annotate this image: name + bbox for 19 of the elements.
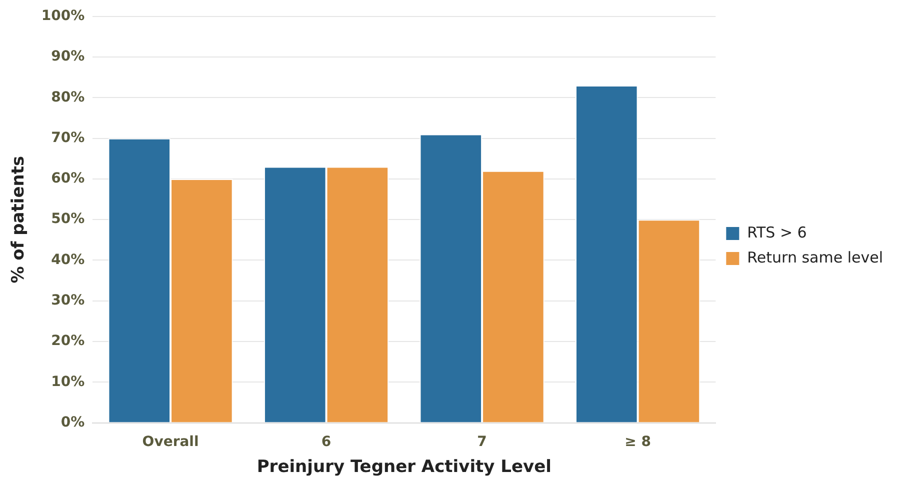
x-tick-label: 6 <box>321 434 332 450</box>
y-tick-label: 60% <box>51 170 85 187</box>
y-tick-label: 10% <box>51 374 85 390</box>
x-axis-title: Preinjury Tegner Activity Level <box>256 457 552 478</box>
y-tick-label: 0% <box>60 414 85 430</box>
y-axis-title: % of patients <box>8 156 29 284</box>
y-tick-label: 80% <box>51 89 85 106</box>
legend-label: RTS > 6 <box>747 223 807 242</box>
y-tick-label: 40% <box>51 252 85 268</box>
y-tick-label: 100% <box>41 8 85 24</box>
y-tick-label: 70% <box>51 130 85 146</box>
x-tick-label: 7 <box>477 434 487 450</box>
y-tick-label: 20% <box>51 333 85 350</box>
x-tick-label: ≥ 8 <box>624 434 651 450</box>
x-tick-label: Overall <box>142 434 199 450</box>
legend-label: Return same level <box>747 248 883 266</box>
y-tick-label: 30% <box>51 292 85 309</box>
y-tick-label: 90% <box>51 48 85 65</box>
y-tick-label: 50% <box>51 211 85 228</box>
